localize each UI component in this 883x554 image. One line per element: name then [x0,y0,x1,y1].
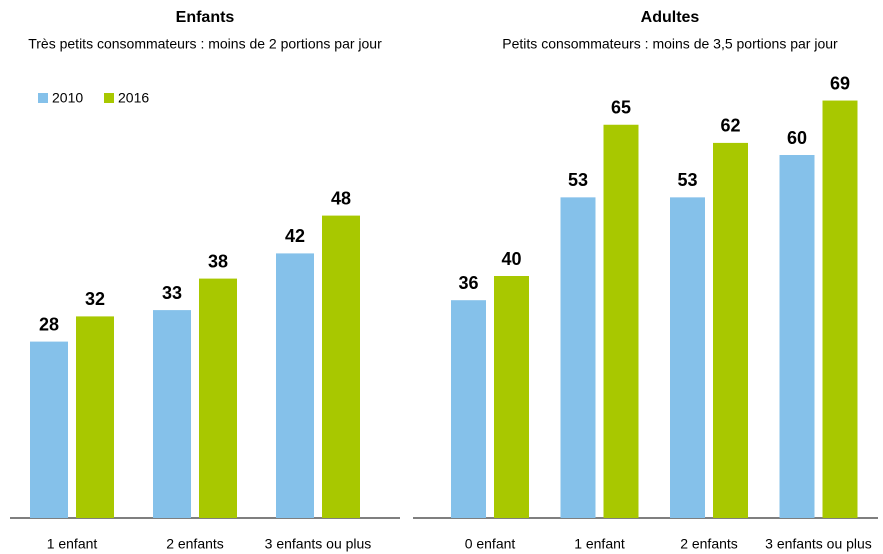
value-label: 48 [331,188,351,208]
value-label: 69 [830,73,850,93]
bar [779,155,815,518]
bar [822,100,858,519]
value-label: 53 [568,170,588,190]
x-tick-label: 2 enfants [680,536,738,552]
bar [153,310,191,518]
value-label: 62 [720,116,740,136]
bar [76,316,114,518]
x-tick-label: 2 enfants [166,536,224,552]
bar [30,341,68,518]
bar [560,197,596,518]
value-label: 32 [85,289,105,309]
value-label: 33 [162,283,182,303]
value-label: 38 [208,251,228,271]
bar [494,276,529,518]
value-label: 28 [39,314,59,334]
chart-subtitle: Petits consommateurs : moins de 3,5 port… [502,36,838,52]
bar [713,142,748,518]
x-tick-label: 3 enfants ou plus [765,536,872,552]
bar [276,253,314,518]
value-label: 36 [458,273,478,293]
chart-subtitle: Très petits consommateurs : moins de 2 p… [28,36,382,52]
legend-swatch [104,93,114,103]
value-label: 65 [611,98,631,118]
value-label: 60 [787,128,807,148]
x-tick-label: 0 enfant [465,536,516,552]
value-label: 53 [677,170,697,190]
value-label: 40 [501,249,521,269]
x-tick-label: 3 enfants ou plus [265,536,372,552]
bar [603,124,639,518]
x-tick-label: 1 enfant [574,536,625,552]
legend-label: 2010 [52,90,83,106]
bar [199,278,237,518]
legend-label: 2016 [118,90,149,106]
legend-swatch [38,93,48,103]
x-tick-label: 1 enfant [47,536,98,552]
value-label: 42 [285,226,305,246]
chart-title: Enfants [176,9,235,26]
bar [322,215,360,518]
bar [451,300,486,518]
bar [670,197,705,518]
chart-title: Adultes [641,9,700,26]
